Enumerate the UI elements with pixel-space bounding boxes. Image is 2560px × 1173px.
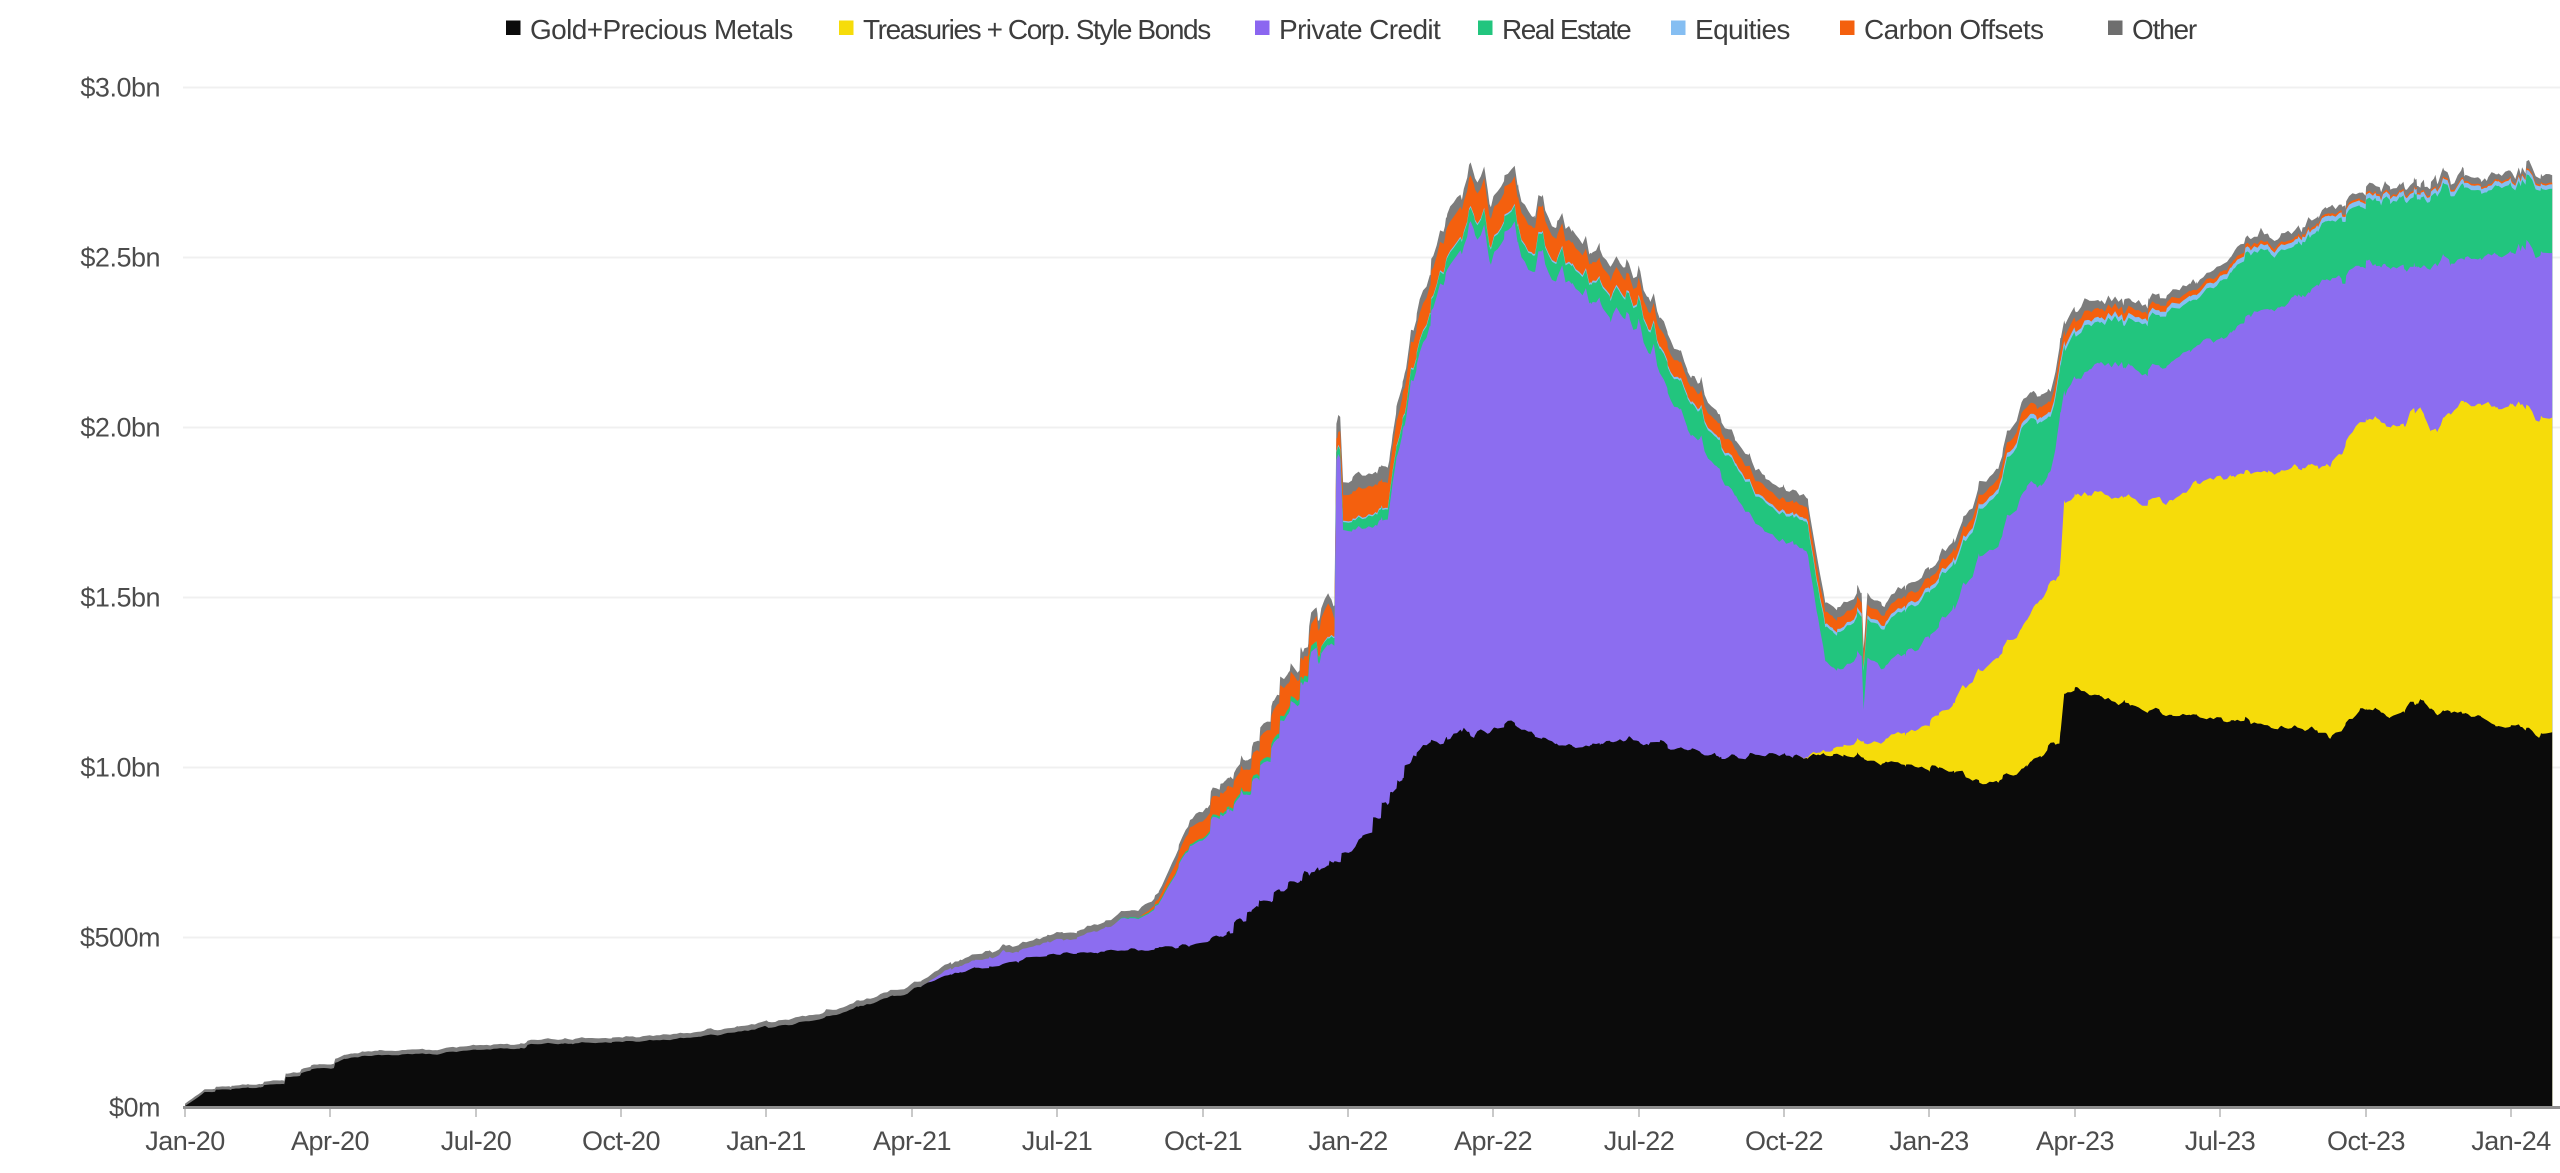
svg-text:Jul-21: Jul-21: [1022, 1126, 1093, 1156]
svg-text:Real Estate: Real Estate: [1502, 14, 1631, 45]
svg-text:Jul-22: Jul-22: [1604, 1126, 1675, 1156]
svg-text:$1.5bn: $1.5bn: [80, 583, 160, 613]
svg-text:$2.0bn: $2.0bn: [80, 413, 160, 443]
svg-text:Carbon Offsets: Carbon Offsets: [1864, 14, 2043, 45]
svg-text:Jan-21: Jan-21: [726, 1126, 806, 1156]
svg-text:Jan-22: Jan-22: [1308, 1126, 1388, 1156]
svg-text:Apr-20: Apr-20: [291, 1126, 369, 1156]
svg-text:$2.5bn: $2.5bn: [80, 243, 160, 273]
svg-text:Apr-23: Apr-23: [2036, 1126, 2114, 1156]
svg-text:Jan-24: Jan-24: [2471, 1126, 2551, 1156]
svg-text:$500m: $500m: [80, 923, 160, 953]
svg-text:Equities: Equities: [1695, 14, 1790, 45]
svg-text:$1.0bn: $1.0bn: [80, 753, 160, 783]
svg-text:Gold+Precious Metals: Gold+Precious Metals: [530, 14, 793, 45]
svg-text:Jul-23: Jul-23: [2185, 1126, 2256, 1156]
svg-text:Jan-20: Jan-20: [145, 1126, 225, 1156]
svg-text:$3.0bn: $3.0bn: [80, 73, 160, 103]
svg-text:Oct-21: Oct-21: [1164, 1126, 1242, 1156]
svg-text:Oct-22: Oct-22: [1745, 1126, 1823, 1156]
svg-text:Apr-22: Apr-22: [1454, 1126, 1532, 1156]
svg-text:Oct-23: Oct-23: [2327, 1126, 2405, 1156]
svg-text:Apr-21: Apr-21: [873, 1126, 951, 1156]
svg-text:Other: Other: [2132, 14, 2197, 45]
svg-text:$0m: $0m: [109, 1093, 160, 1123]
svg-text:Treasuries + Corp. Style Bonds: Treasuries + Corp. Style Bonds: [863, 14, 1210, 45]
svg-text:Private Credit: Private Credit: [1279, 14, 1441, 45]
svg-text:Jul-20: Jul-20: [441, 1126, 512, 1156]
svg-text:Jan-23: Jan-23: [1889, 1126, 1969, 1156]
svg-text:Oct-20: Oct-20: [582, 1126, 660, 1156]
